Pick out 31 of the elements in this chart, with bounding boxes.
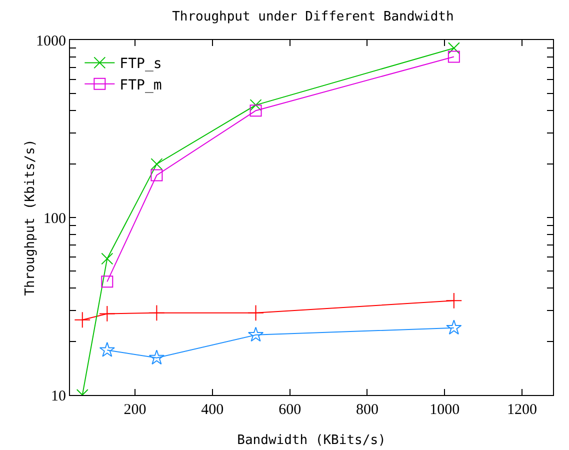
x-axis-title: Bandwidth (KBits/s): [237, 433, 386, 448]
point: [99, 342, 115, 357]
point: [448, 42, 460, 54]
legend-label: FTP_s: [120, 56, 162, 72]
point: [101, 252, 114, 265]
x-tick-label: 1200: [507, 402, 538, 418]
point: [250, 99, 262, 112]
y-tick-label: 1000: [36, 33, 66, 50]
x-tick-label: 400: [201, 402, 224, 418]
point: [101, 276, 114, 288]
point: [150, 158, 163, 170]
x-tick-label: 800: [356, 402, 378, 418]
point: [98, 306, 116, 322]
point: [250, 104, 262, 117]
x-tick-label: 600: [278, 402, 302, 418]
point: [248, 304, 264, 322]
y-axis-title: Throughput (Kbits/s): [23, 139, 38, 296]
point: [446, 292, 462, 309]
y-tick-label: 100: [44, 210, 66, 227]
chart-title: Throughput under Different Bandwidth: [172, 9, 454, 24]
point: [74, 312, 91, 328]
point: [148, 350, 165, 365]
x-tick-label: 1000: [430, 402, 460, 418]
point: [448, 50, 460, 63]
point: [150, 169, 163, 182]
y-tick-label: 10: [51, 388, 66, 404]
point: [248, 326, 264, 342]
x-tick-label: 200: [124, 402, 146, 418]
point: [446, 320, 462, 335]
legend-label: FTP_m: [120, 77, 162, 94]
point: [148, 304, 165, 322]
